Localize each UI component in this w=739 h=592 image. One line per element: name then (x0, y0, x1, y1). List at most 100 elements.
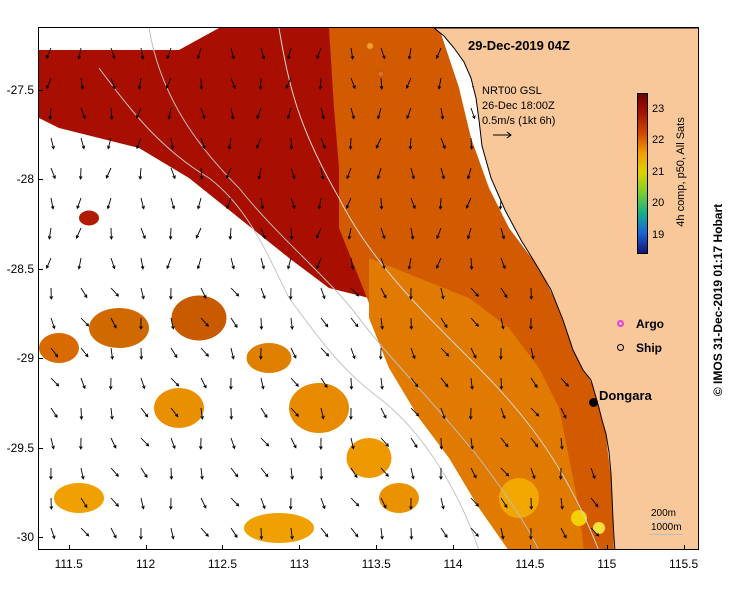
current-arrow (529, 287, 534, 300)
y-tick-label: -29.5 (6, 440, 34, 455)
current-arrow (170, 407, 179, 418)
y-tick-label: -28 (16, 172, 34, 187)
sst-patch (346, 438, 392, 478)
current-arrow (290, 467, 294, 480)
current-arrow (139, 527, 143, 540)
sst-patch (244, 513, 314, 543)
current-arrow (50, 437, 55, 450)
sst-patch (79, 210, 99, 226)
current-arrow (200, 287, 207, 299)
current-arrow (260, 497, 266, 510)
current-arrow (440, 377, 449, 388)
current-arrow (140, 257, 145, 270)
current-arrow (230, 467, 239, 478)
current-arrow (110, 467, 119, 477)
current-arrow (560, 407, 567, 419)
y-tick-mark (38, 537, 43, 539)
current-arrow (410, 347, 416, 360)
current-arrow (466, 167, 472, 180)
current-arrow (135, 107, 142, 119)
current-arrow (409, 317, 414, 330)
x-tick-mark (606, 545, 608, 550)
current-arrow (139, 347, 144, 360)
ship-legend-label: Ship (636, 341, 662, 355)
current-arrow (200, 107, 206, 120)
x-tick-label: 115.5 (669, 557, 699, 571)
current-arrow (320, 107, 325, 120)
current-arrow (350, 347, 356, 360)
current-arrow (469, 257, 474, 270)
current-arrow (200, 377, 207, 389)
current-arrow (530, 347, 535, 360)
current-arrow (78, 167, 83, 180)
sst-patch (246, 343, 292, 373)
argo-float[interactable] (366, 42, 374, 50)
current-arrow (140, 407, 149, 418)
town-marker[interactable] (589, 398, 598, 407)
current-arrow (436, 227, 442, 240)
product-name: NRT00 GSL (482, 85, 542, 97)
current-arrow (350, 257, 355, 270)
current-arrow (410, 467, 415, 480)
current-arrow (77, 47, 82, 60)
current-arrow (110, 47, 116, 60)
current-arrow (260, 47, 266, 60)
current-arrow (380, 527, 384, 540)
current-arrow (260, 407, 268, 419)
current-arrow (288, 287, 293, 300)
current-arrow (230, 347, 235, 360)
current-arrow (440, 527, 448, 538)
current-arrow (320, 317, 329, 328)
map-panel[interactable] (38, 27, 699, 550)
current-arrow (80, 347, 89, 358)
current-arrow (500, 227, 506, 240)
y-tick-label: -30 (16, 530, 34, 545)
current-arrow (410, 167, 415, 180)
y-tick-mark (38, 268, 43, 270)
current-arrow (320, 167, 325, 180)
current-arrow (350, 287, 360, 297)
current-arrow (169, 287, 173, 300)
current-arrow (165, 77, 172, 89)
current-arrow (139, 317, 143, 330)
current-arrow (440, 107, 445, 120)
current-arrow (376, 107, 382, 120)
current-arrow (200, 527, 209, 537)
current-arrow (410, 197, 416, 210)
current-arrow (46, 77, 52, 90)
current-arrow (110, 497, 120, 507)
y-tick-mark (38, 447, 43, 449)
current-arrow (260, 377, 265, 390)
current-arrow (200, 497, 207, 509)
x-tick-label: 114 (443, 557, 463, 571)
current-arrow (170, 347, 178, 359)
current-arrow (136, 137, 142, 150)
current-arrow (258, 77, 263, 90)
vector-legend: NRT00 GSL 26-Dec 18:00Z 0.5m/s (1kt 6h) (482, 84, 555, 140)
current-arrow (167, 107, 172, 120)
argo-float[interactable] (377, 70, 385, 78)
current-arrow (378, 347, 383, 360)
current-arrow (259, 347, 263, 360)
colorbar-tick-label: 22 (652, 134, 665, 147)
current-arrow (50, 317, 56, 330)
current-arrow (409, 527, 414, 540)
current-arrow (438, 197, 443, 210)
current-arrow (75, 227, 82, 239)
current-arrow (108, 377, 113, 390)
colorbar-tick-label: 21 (652, 165, 665, 178)
current-arrow (260, 287, 266, 300)
current-arrow (470, 437, 474, 450)
current-arrow (529, 527, 533, 540)
current-arrow (440, 137, 446, 150)
current-arrow (470, 527, 479, 537)
current-arrow (109, 107, 114, 120)
current-arrow (140, 287, 145, 300)
colorbar-tick-label: 23 (652, 102, 665, 115)
current-arrow (380, 497, 387, 509)
current-arrow (469, 137, 474, 150)
current-arrow (290, 437, 297, 449)
current-arrow (470, 287, 480, 297)
current-arrow (437, 77, 442, 90)
current-arrow (558, 467, 563, 480)
